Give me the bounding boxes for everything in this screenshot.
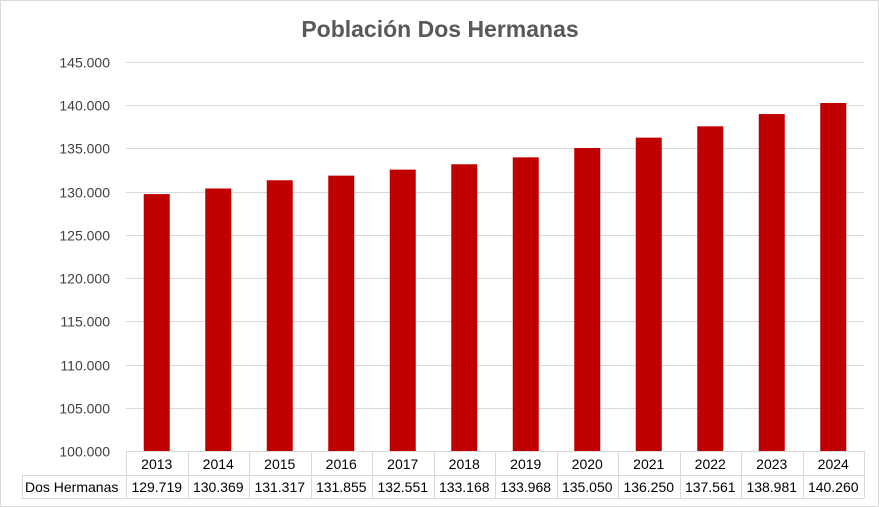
bar bbox=[820, 102, 847, 451]
data-label: 138.981 bbox=[746, 479, 797, 495]
data-label: 130.369 bbox=[193, 479, 244, 495]
data-label: 131.317 bbox=[254, 479, 305, 495]
bar bbox=[697, 126, 724, 451]
chart-title: Población Dos Hermanas bbox=[301, 16, 578, 42]
x-category-label: 2019 bbox=[510, 456, 541, 472]
x-category-label: 2014 bbox=[203, 456, 234, 472]
bar bbox=[451, 164, 478, 451]
bar bbox=[635, 137, 662, 451]
bar bbox=[574, 148, 601, 452]
y-tick-label: 110.000 bbox=[60, 358, 110, 374]
x-category-label: 2017 bbox=[387, 456, 418, 472]
series-legend-label: Dos Hermanas bbox=[25, 479, 118, 495]
bar bbox=[758, 114, 785, 451]
data-label: 135.050 bbox=[562, 479, 613, 495]
data-label: 133.168 bbox=[439, 479, 490, 495]
y-tick-label: 135.000 bbox=[59, 141, 110, 157]
bar bbox=[266, 180, 293, 452]
bar bbox=[389, 169, 416, 451]
data-label: 137.561 bbox=[685, 479, 736, 495]
data-label: 140.260 bbox=[808, 479, 859, 495]
bar bbox=[205, 188, 232, 451]
x-category-label: 2018 bbox=[449, 456, 480, 472]
x-category-label: 2015 bbox=[264, 456, 295, 472]
data-label: 129.719 bbox=[131, 479, 182, 495]
data-label: 132.551 bbox=[377, 479, 428, 495]
data-label: 136.250 bbox=[623, 479, 674, 495]
x-category-label: 2016 bbox=[326, 456, 357, 472]
y-tick-label: 145.000 bbox=[59, 55, 110, 71]
bar bbox=[328, 175, 355, 451]
x-category-label: 2013 bbox=[141, 456, 172, 472]
data-label: 133.968 bbox=[500, 479, 551, 495]
y-tick-label: 100.000 bbox=[59, 444, 110, 460]
x-category-label: 2022 bbox=[695, 456, 726, 472]
bar bbox=[143, 194, 170, 451]
bar bbox=[512, 157, 539, 451]
y-tick-label: 120.000 bbox=[59, 271, 110, 287]
data-label: 131.855 bbox=[316, 479, 367, 495]
y-tick-label: 125.000 bbox=[59, 228, 110, 244]
x-category-label: 2020 bbox=[572, 456, 603, 472]
y-tick-label: 115.000 bbox=[60, 314, 110, 330]
y-tick-label: 105.000 bbox=[59, 401, 110, 417]
y-tick-label: 140.000 bbox=[59, 98, 110, 114]
x-category-label: 2021 bbox=[633, 456, 664, 472]
x-category-label: 2023 bbox=[756, 456, 787, 472]
y-tick-label: 130.000 bbox=[59, 185, 110, 201]
x-category-label: 2024 bbox=[818, 456, 849, 472]
